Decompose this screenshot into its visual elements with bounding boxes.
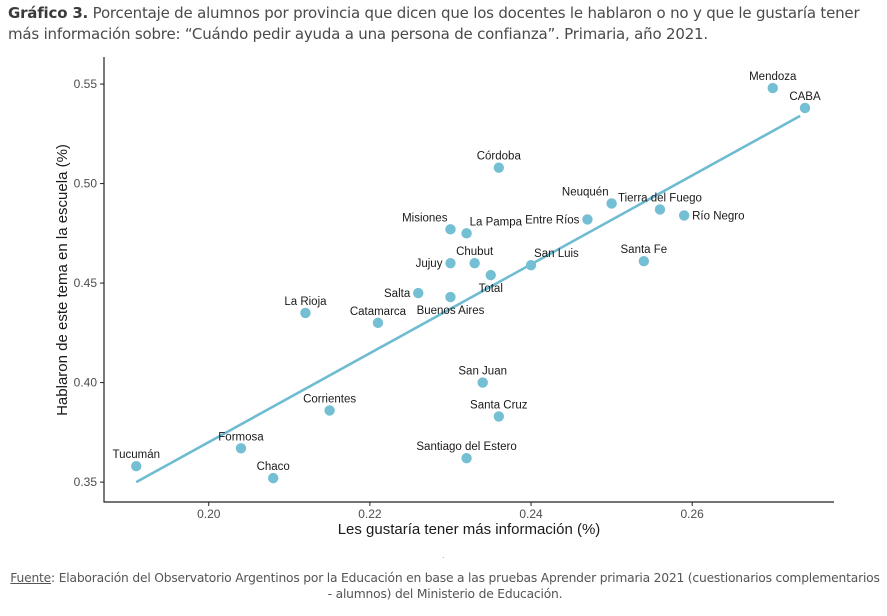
data-point-label: Formosa xyxy=(218,431,264,443)
data-point xyxy=(606,198,617,209)
data-point xyxy=(372,317,384,329)
data-point-label: Catamarca xyxy=(350,306,407,318)
chart-title: Gráfico 3. Porcentaje de alumnos por pro… xyxy=(8,3,883,45)
data-point xyxy=(268,472,279,484)
chart-title-prefix: Gráfico 3. xyxy=(8,4,89,22)
x-tick-label: 0.26 xyxy=(681,507,705,521)
data-point xyxy=(799,102,811,114)
data-point-label: Entre Ríos xyxy=(525,214,580,226)
data-point xyxy=(324,405,335,416)
y-tick-label: 0.40 xyxy=(74,376,98,390)
data-point xyxy=(582,214,593,225)
data-point-label: Jujuy xyxy=(416,258,443,270)
data-point-label: Misiones xyxy=(402,212,448,224)
data-point-label: Chubut xyxy=(456,246,494,258)
data-point xyxy=(413,287,424,299)
data-point-label: Santa Cruz xyxy=(470,399,528,411)
chart-title-text: Porcentaje de alumnos por provincia que … xyxy=(8,4,860,43)
trend-line xyxy=(135,114,801,484)
data-point xyxy=(525,259,537,271)
data-point-label: Corrientes xyxy=(303,393,356,405)
data-point xyxy=(461,228,472,239)
data-point xyxy=(445,257,456,269)
data-point-label: San Luis xyxy=(534,248,579,260)
data-point-label: CABA xyxy=(789,91,821,103)
data-point-label: Santa Fe xyxy=(621,244,668,256)
data-point-label: La Pampa xyxy=(470,216,523,228)
x-tick-label: 0.24 xyxy=(519,507,543,521)
y-axis-title: Hablaron de este tema en la escuela (%) xyxy=(54,144,71,416)
y-tick-label: 0.55 xyxy=(74,77,98,91)
data-point xyxy=(300,307,311,319)
source-note: Fuente: Elaboración del Observatorio Arg… xyxy=(10,570,880,602)
y-tick-label: 0.50 xyxy=(74,177,98,191)
data-point-label: Tierra del Fuego xyxy=(618,192,702,204)
source-text: : Elaboración del Observatorio Argentino… xyxy=(51,571,880,601)
data-point-label: Río Negro xyxy=(692,210,744,222)
data-point xyxy=(445,224,456,235)
data-point-label: Salta xyxy=(384,288,411,300)
data-point xyxy=(485,269,496,281)
data-point xyxy=(131,460,142,472)
data-point-label: Chaco xyxy=(257,461,290,473)
source-label: Fuente xyxy=(10,571,52,585)
y-tick-label: 0.45 xyxy=(74,276,98,290)
separator-dot: . xyxy=(442,551,445,560)
data-point-label: Tucumán xyxy=(112,449,160,461)
data-point-label: Mendoza xyxy=(749,71,797,83)
data-point-label: Neuquén xyxy=(562,186,609,198)
x-tick-label: 0.20 xyxy=(197,507,221,521)
data-point-label: Córdoba xyxy=(477,151,522,163)
data-point xyxy=(493,162,505,173)
x-axis-title: Les gustaría tener más información (%) xyxy=(338,521,601,538)
data-point-label: San Juan xyxy=(458,366,507,378)
data-point xyxy=(678,210,690,221)
data-point-label: La Rioja xyxy=(284,296,327,308)
data-point xyxy=(461,453,472,464)
data-point xyxy=(654,204,666,215)
data-point xyxy=(235,443,247,454)
data-point xyxy=(477,377,488,388)
data-point-label: Buenos Aires xyxy=(417,305,485,317)
data-point-label: Total xyxy=(479,283,503,295)
data-point xyxy=(638,255,650,267)
data-point xyxy=(469,257,480,269)
data-point xyxy=(445,291,456,303)
y-tick-label: 0.35 xyxy=(74,475,98,489)
x-tick-label: 0.22 xyxy=(358,507,382,521)
data-point xyxy=(493,411,505,422)
data-point-label: Santiago del Estero xyxy=(416,441,516,453)
data-point xyxy=(767,82,778,94)
